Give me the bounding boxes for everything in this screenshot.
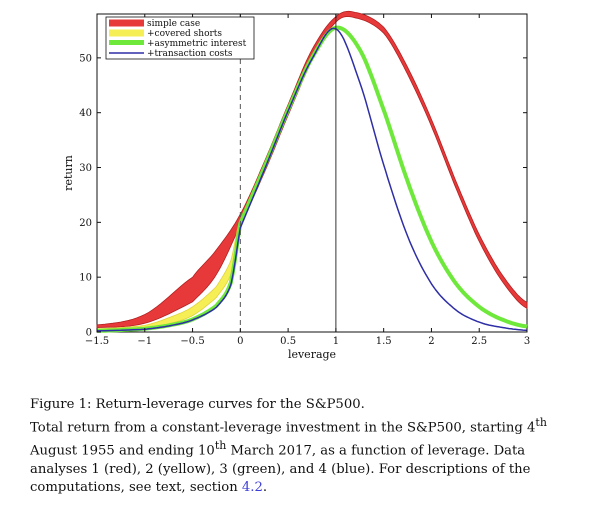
legend-label-simple-case: simple case [147, 19, 200, 29]
x-tick-label: 0 [237, 336, 243, 347]
y-tick-label: 20 [79, 218, 92, 229]
x-tick-label: 3 [524, 336, 530, 347]
y-tick-label: 0 [86, 328, 92, 339]
plot-frame [96, 13, 528, 333]
x-tick-label: 2.5 [471, 336, 487, 347]
caption-title: Figure 1: Return-leverage curves for the… [30, 397, 365, 412]
series-line-transaction-costs [96, 27, 528, 332]
y-tick-label: 30 [79, 163, 92, 174]
legend-swatch-covered-shorts [109, 29, 144, 37]
y-axis-label: return [62, 155, 75, 191]
section-reference-link[interactable]: 4.2 [241, 479, 263, 495]
legend-swatch-simple-case [109, 19, 144, 27]
legend: simple case +covered shorts +asymmetric … [105, 16, 255, 60]
x-axis-label: leverage [288, 348, 336, 361]
x-tick-label: −1.5 [85, 336, 109, 347]
x-tick-label: 2 [428, 336, 434, 347]
legend-label-transaction-costs: +transaction costs [147, 49, 233, 59]
figure-caption: Figure 1: Return-leverage curves for the… [30, 396, 582, 497]
x-tick-label: 1 [333, 336, 339, 347]
y-tick-label: 50 [79, 53, 92, 64]
y-tick-label: 10 [79, 273, 92, 284]
x-tick-label: −0.5 [180, 336, 204, 347]
x-tick-label: 1.5 [376, 336, 392, 347]
caption-body: Total return from a constant-leverage in… [30, 416, 547, 495]
legend-label-covered-shorts: +covered shorts [147, 29, 222, 39]
plot-content [96, 10, 528, 333]
legend-label-asymmetric-interest: +asymmetric interest [147, 39, 247, 49]
x-tick-label: 0.5 [280, 336, 296, 347]
y-tick-label: 40 [79, 108, 92, 119]
legend-swatch-asymmetric-interest [109, 40, 144, 45]
x-tick-label: −1 [137, 336, 152, 347]
